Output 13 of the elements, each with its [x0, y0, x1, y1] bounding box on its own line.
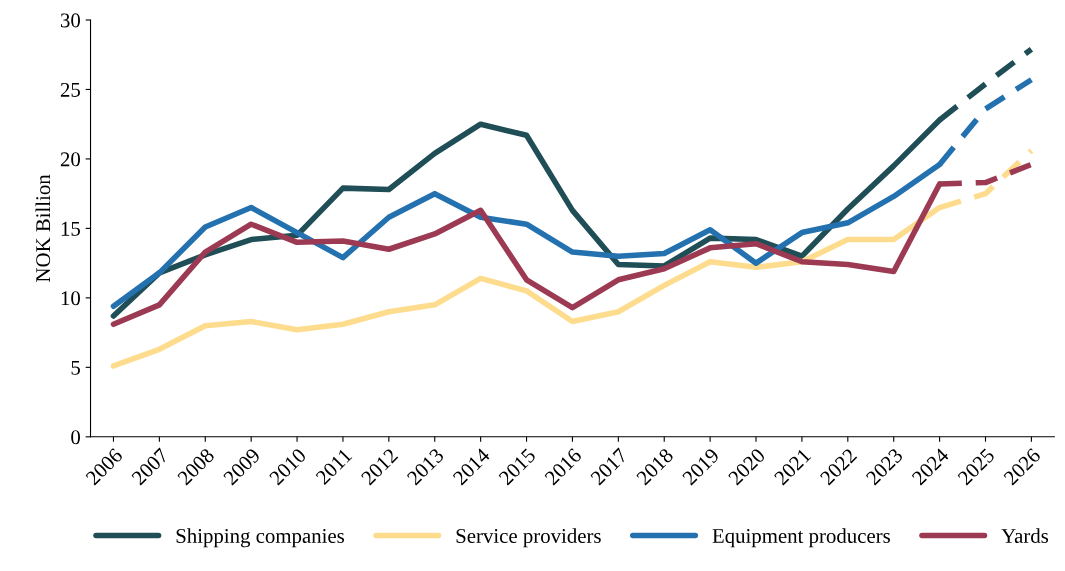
y-tick-label: 10 — [61, 291, 81, 306]
y-axis-title: NOK Billion — [35, 174, 51, 282]
legend-label: Yards — [1001, 528, 1049, 543]
y-tick-label: 0 — [71, 430, 81, 445]
y-tick-label: 25 — [60, 82, 80, 97]
legend-label: Equipment producers — [712, 528, 890, 548]
y-tick-label: 30 — [60, 13, 81, 28]
y-tick-label: 5 — [71, 360, 80, 375]
legend-label: Service providers — [456, 528, 601, 548]
y-tick-label: 20 — [60, 152, 81, 167]
y-tick-label: 15 — [61, 221, 80, 236]
x-tick-label: 2011 — [315, 447, 353, 486]
legend-label: Shipping companies — [176, 528, 345, 548]
